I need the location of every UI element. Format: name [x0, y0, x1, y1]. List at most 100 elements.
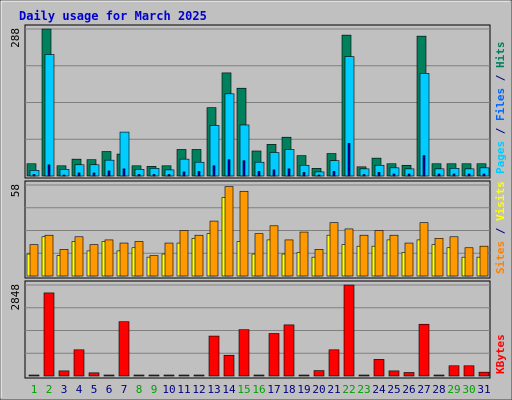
- bar-kbytes-kbytes-day-11: [178, 374, 190, 377]
- series-label-part: Visits: [494, 181, 507, 221]
- x-tick-label-day-4: 4: [76, 383, 83, 396]
- bar-visits-sites-day-12: [194, 234, 204, 277]
- panel-visits-ymax-label: 58: [9, 184, 22, 197]
- x-tick-label-day-8: 8: [136, 383, 143, 396]
- bar-visits-sites-day-3: [59, 249, 69, 277]
- bar-kbytes-kbytes-day-9: [148, 374, 160, 377]
- bar-visits-sites-day-28: [434, 238, 444, 277]
- bar-hits-pages-day-30: [467, 173, 471, 177]
- bar-visits-sites-day-2: [44, 234, 54, 277]
- x-tick-label-day-27: 27: [417, 383, 430, 396]
- bar-kbytes-kbytes-day-18: [283, 324, 295, 377]
- bar-visits-sites-day-21: [329, 222, 339, 277]
- bar-visits-sites-day-4: [74, 236, 84, 277]
- x-tick-label-day-7: 7: [121, 383, 128, 396]
- bar-hits-pages-day-8: [137, 174, 141, 177]
- bar-hits-pages-day-28: [437, 173, 441, 177]
- bar-hits-pages-day-1: [32, 174, 36, 177]
- x-tick-label-day-5: 5: [91, 383, 98, 396]
- bar-visits-sites-day-18: [284, 239, 294, 277]
- bar-hits-pages-day-27: [422, 155, 426, 177]
- bar-hits-pages-day-13: [212, 165, 216, 177]
- bar-hits-pages-day-22: [347, 143, 351, 177]
- bar-kbytes-kbytes-day-6: [103, 374, 115, 377]
- bar-hits-files-day-2: [44, 54, 55, 177]
- bar-kbytes-kbytes-day-14: [223, 354, 235, 377]
- panel-kbytes-series-label: KBytes: [494, 334, 507, 374]
- bar-hits-pages-day-18: [287, 168, 291, 177]
- panel-hits-series-label: Pages / Files / Hits: [494, 42, 507, 175]
- bar-visits-sites-day-22: [344, 228, 354, 277]
- bar-kbytes-kbytes-day-26: [403, 372, 415, 377]
- bar-kbytes-kbytes-day-1: [28, 374, 40, 377]
- bar-kbytes-kbytes-day-19: [298, 374, 310, 377]
- series-label-part: Files: [494, 88, 507, 121]
- bar-hits-pages-day-29: [452, 173, 456, 177]
- x-tick-label-day-31: 31: [477, 383, 490, 396]
- bar-visits-sites-day-16: [254, 233, 264, 277]
- bar-hits-pages-day-12: [197, 171, 201, 177]
- bar-visits-sites-day-23: [359, 234, 369, 277]
- x-tick-label-day-25: 25: [387, 383, 400, 396]
- bar-hits-pages-day-21: [332, 171, 336, 177]
- bar-hits-pages-day-14: [227, 159, 231, 177]
- bar-visits-sites-day-29: [449, 236, 459, 277]
- bar-visits-sites-day-13: [209, 220, 219, 277]
- bar-hits-pages-day-4: [77, 172, 81, 177]
- bar-visits-sites-day-14: [224, 186, 234, 277]
- x-tick-label-day-14: 14: [222, 383, 236, 396]
- bar-kbytes-kbytes-day-31: [478, 371, 490, 377]
- bar-kbytes-kbytes-day-2: [43, 292, 55, 377]
- bar-kbytes-kbytes-day-5: [88, 372, 100, 377]
- chart-title: Daily usage for March 2025: [19, 9, 207, 23]
- bar-hits-pages-day-9: [152, 174, 156, 177]
- x-tick-label-day-6: 6: [106, 383, 113, 396]
- bar-hits-pages-day-7: [122, 168, 126, 177]
- bar-visits-sites-day-5: [89, 244, 99, 277]
- bar-hits-pages-day-5: [92, 172, 96, 177]
- bar-hits-pages-day-17: [272, 169, 276, 177]
- x-axis-labels: 1 2 3 4 5 6 7 8 9 10 11 12 13 14 15 16 17 18 19 20 21 22 23 24 2…: [31, 383, 491, 396]
- bar-hits-pages-day-26: [407, 173, 411, 177]
- bar-kbytes-kbytes-day-17: [268, 333, 280, 377]
- bar-visits-sites-day-9: [149, 255, 159, 277]
- bar-hits-pages-day-10: [167, 174, 171, 177]
- bar-kbytes-kbytes-day-24: [373, 359, 385, 377]
- bar-kbytes-kbytes-day-23: [358, 374, 370, 377]
- bar-visits-sites-day-27: [419, 222, 429, 277]
- bar-kbytes-kbytes-day-8: [133, 374, 145, 377]
- x-tick-label-day-28: 28: [432, 383, 445, 396]
- bar-visits-sites-day-10: [164, 242, 174, 277]
- bar-kbytes-kbytes-day-16: [253, 374, 265, 377]
- bar-visits-sites-day-1: [29, 244, 39, 277]
- bar-hits-pages-day-15: [242, 160, 246, 177]
- bar-kbytes-kbytes-day-20: [313, 370, 325, 377]
- bar-hits-pages-day-2: [47, 164, 51, 177]
- series-label-part: /: [494, 121, 507, 141]
- series-label-part: KBytes: [494, 334, 507, 374]
- panel-kbytes: 2848 KBytes: [9, 280, 507, 379]
- panel-hits: 288 Pages / Files / Hits: [9, 24, 507, 179]
- x-tick-label-day-24: 24: [372, 383, 386, 396]
- panel-kbytes-box: [24, 280, 491, 379]
- x-tick-label-day-16: 16: [252, 383, 265, 396]
- bar-visits-sites-day-20: [314, 249, 324, 277]
- x-tick-label-day-19: 19: [297, 383, 310, 396]
- bar-kbytes-kbytes-day-21: [328, 349, 340, 377]
- bar-hits-pages-day-25: [392, 173, 396, 177]
- x-tick-label-day-12: 12: [192, 383, 205, 396]
- bar-kbytes-kbytes-day-15: [238, 329, 250, 377]
- bar-hits-pages-day-20: [317, 174, 321, 177]
- x-tick-label-day-10: 10: [162, 383, 175, 396]
- x-tick-label-day-3: 3: [61, 383, 68, 396]
- bar-kbytes-kbytes-day-10: [163, 374, 175, 377]
- bar-kbytes-kbytes-day-13: [208, 335, 220, 377]
- x-tick-label-day-22: 22: [342, 383, 355, 396]
- bar-kbytes-kbytes-day-27: [418, 323, 430, 377]
- bar-visits-sites-day-24: [374, 230, 384, 277]
- x-tick-label-day-13: 13: [207, 383, 220, 396]
- bar-kbytes-kbytes-day-25: [388, 370, 400, 377]
- x-tick-label-day-15: 15: [237, 383, 250, 396]
- bar-hits-pages-day-16: [257, 171, 261, 177]
